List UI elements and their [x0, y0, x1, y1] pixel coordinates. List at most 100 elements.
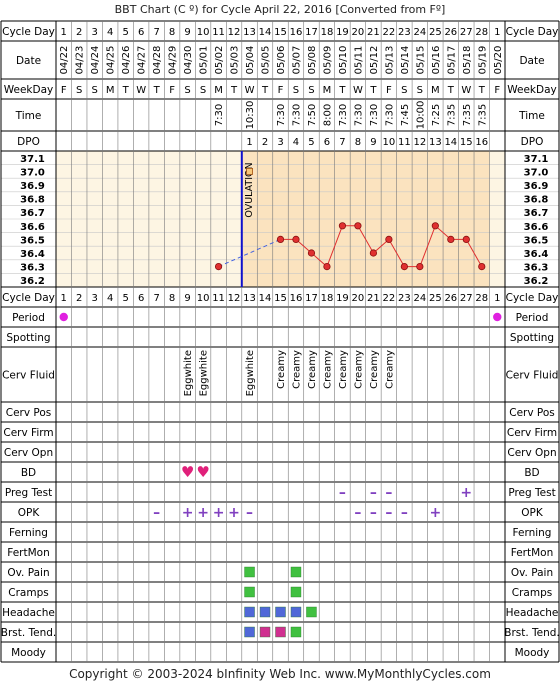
temperature-point [307, 249, 316, 257]
copyright-footer: Copyright © 2003-2024 bInfinity Web Inc.… [69, 667, 491, 681]
row-label-moody-right: Moody [515, 647, 550, 659]
y-tick-label-right: 36.7 [524, 208, 549, 219]
cycle-day-number: 2 [76, 27, 82, 38]
ov-pain-marker [244, 566, 255, 578]
row-label-bd: BD [21, 467, 36, 479]
dpo-label: 1 [246, 137, 252, 148]
dpo-label: 16 [475, 137, 488, 148]
weekday-label: T [338, 85, 346, 96]
opk-mark: + [228, 505, 240, 521]
time-label: 7:30 [369, 104, 380, 126]
dpo-label: 12 [413, 137, 426, 148]
date-label: 05/16 [431, 46, 442, 75]
date-label: 05/07 [291, 46, 302, 75]
y-tick-label-right: 37.1 [524, 154, 549, 165]
opk-mark: – [153, 505, 160, 521]
cycle-day-number: 18 [321, 293, 334, 304]
date-label: 04/24 [90, 46, 101, 75]
time-label: 7:30 [214, 104, 225, 126]
weekday-label: S [293, 85, 299, 96]
row-label-preg_test: Preg Test [5, 487, 52, 499]
cycle-day-number: 10 [197, 27, 210, 38]
temperature-point [338, 222, 347, 230]
row-label-cerv_pos: Cerv Pos [6, 407, 52, 419]
cycle-day-number: 9 [184, 293, 190, 304]
row-label-date: Date [16, 55, 41, 67]
row-label-cramps-right: Cramps [512, 587, 552, 599]
row-label-cycle_day: Cycle Day [2, 26, 55, 38]
opk-mark: + [213, 505, 225, 521]
date-label: 05/18 [462, 46, 473, 75]
weekday-label: T [447, 85, 455, 96]
cycle-day-number: 5 [122, 27, 128, 38]
date-label: 04/23 [75, 46, 86, 75]
date-label: 04/26 [121, 46, 132, 75]
time-label: 7:30 [384, 104, 395, 126]
preg-test-mark: + [460, 485, 472, 501]
cycle-day-number: 3 [92, 293, 98, 304]
cerv-fluid-label: Creamy [276, 350, 287, 389]
row-label-cycle_day: Cycle Day [2, 292, 55, 304]
date-label: 05/02 [214, 46, 225, 75]
cycle-day-number: 8 [169, 293, 175, 304]
weekday-label: F [386, 85, 392, 96]
time-label: 7:35 [462, 104, 473, 126]
cycle-day-number: 21 [367, 27, 380, 38]
temperature-point [462, 235, 470, 243]
time-label: 7:30 [353, 104, 364, 126]
cycle-day-number: 20 [352, 27, 365, 38]
dpo-label: 4 [293, 137, 299, 148]
chart-title: BBT Chart (C º) for Cycle April 22, 2016… [115, 3, 446, 16]
row-label-bd-right: BD [524, 467, 539, 479]
row-label-period-right: Period [516, 312, 549, 324]
y-tick-label: 37.1 [20, 154, 45, 165]
row-label-spotting-right: Spotting [510, 332, 554, 344]
temperature-point [323, 262, 331, 271]
cycle-day-number: 28 [475, 27, 488, 38]
date-label: 04/30 [183, 46, 194, 75]
date-label: 05/12 [369, 46, 380, 75]
row-label-cerv_opn: Cerv Opn [4, 447, 53, 459]
row-label-time-right: Time [518, 110, 545, 122]
time-label: 7:30 [276, 104, 287, 126]
time-label: 7:30 [291, 104, 302, 126]
open-temperature-marker [246, 167, 253, 175]
dpo-label: 13 [429, 137, 442, 148]
bd-heart-icon: ♥ [181, 463, 194, 481]
weekday-label: M [214, 85, 223, 96]
cycle-day-number: 26 [444, 27, 457, 38]
breast-tenderness-marker [275, 626, 286, 638]
time-label: 8:00 [322, 104, 333, 126]
y-tick-label: 36.4 [20, 249, 45, 260]
headache-marker [259, 606, 271, 618]
row-label-weekday-right: WeekDay [507, 84, 557, 96]
cycle-day-number: 17 [305, 27, 318, 38]
row-label-cerv_opn-right: Cerv Opn [507, 447, 556, 459]
date-label: 04/28 [152, 46, 163, 75]
cerv-fluid-label: Creamy [291, 350, 302, 389]
dpo-label: 10 [383, 137, 396, 148]
breast-tenderness-marker [244, 626, 255, 638]
period-dot [59, 312, 68, 322]
breast-tenderness-marker [290, 626, 302, 638]
cycle-day-number: 14 [259, 293, 272, 304]
cycle-day-number: 12 [228, 293, 241, 304]
row-label-ov_pain: Ov. Pain [7, 567, 49, 579]
cycle-day-number: 25 [429, 293, 442, 304]
temperature-point [354, 222, 362, 230]
temperature-gap-line [218, 238, 281, 268]
cerv-fluid-label: Creamy [369, 350, 380, 389]
cycle-day-number: 23 [398, 27, 411, 38]
cycle-day-number: 1 [494, 27, 500, 38]
cycle-day-number: 24 [413, 27, 426, 38]
opk-mark: – [401, 505, 408, 521]
date-label: 05/19 [477, 46, 488, 75]
cycle-day-number: 27 [460, 27, 473, 38]
date-label: 05/05 [261, 46, 272, 75]
weekday-label: M [323, 85, 332, 96]
y-tick-label-right: 36.9 [524, 181, 549, 192]
cycle-day-number: 18 [321, 27, 334, 38]
y-tick-label-right: 36.6 [524, 222, 549, 233]
